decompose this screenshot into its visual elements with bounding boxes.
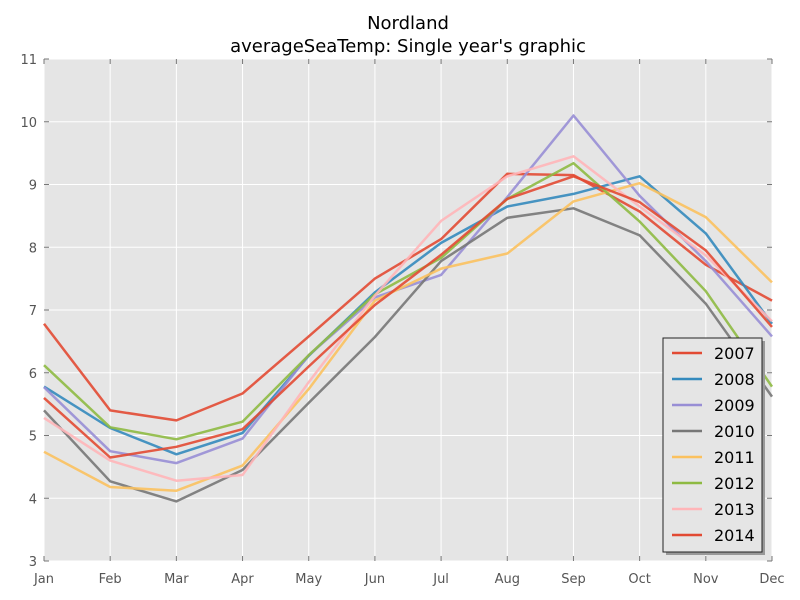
y-tick-label: 5 — [29, 430, 37, 445]
x-tick-label: Feb — [99, 572, 122, 587]
chart-subtitle: averageSeaTemp: Single year's graphic — [230, 36, 586, 57]
series-line-2010 — [43, 207, 774, 503]
legend-label-2014: 2014 — [714, 526, 755, 545]
series-line-2008 — [43, 175, 774, 456]
y-tick-label: 6 — [29, 367, 37, 382]
x-tick-label: Sep — [561, 572, 586, 587]
series-line-2012 — [43, 161, 774, 441]
x-tick-label: Aug — [495, 572, 520, 587]
x-tick-label: Oct — [628, 572, 650, 587]
x-tick-label: Mar — [164, 572, 189, 587]
y-tick-label: 9 — [29, 179, 37, 194]
legend-box — [662, 337, 763, 553]
legend-label-2009: 2009 — [714, 396, 755, 415]
x-tick-label: Jun — [364, 572, 385, 587]
legend-label-2010: 2010 — [714, 422, 755, 441]
x-tick-label: Apr — [231, 572, 254, 587]
y-tick-label: 7 — [29, 304, 37, 319]
legend-label-2011: 2011 — [714, 448, 755, 467]
x-tick-label: May — [295, 572, 322, 587]
series-line-2011 — [43, 181, 773, 492]
y-tick-label: 3 — [29, 555, 37, 570]
legend-label-2008: 2008 — [714, 370, 755, 389]
x-tick-label: Nov — [693, 572, 719, 587]
chart-title: Nordland — [367, 13, 449, 34]
axes: 3 4 5 6 7 8 9 10 11 Jan Feb Mar Apr May Jun Jul Aug Sep Oc… — [20, 53, 784, 587]
legend: 2007 2008 2009 2010 2011 2012 2013 2014 — [662, 337, 765, 555]
y-tick-label: 11 — [20, 53, 37, 68]
x-tick-label: Jan — [33, 572, 54, 587]
x-tick-label: Jul — [432, 572, 449, 587]
series-lines — [43, 114, 774, 503]
series-line-2013 — [43, 155, 773, 482]
legend-label-2013: 2013 — [714, 500, 755, 519]
legend-label-2012: 2012 — [714, 474, 755, 493]
series-line-2009 — [43, 114, 773, 465]
y-tick-label: 10 — [20, 116, 37, 131]
legend-label-2007: 2007 — [714, 344, 755, 363]
x-tick-label: Dec — [759, 572, 784, 587]
y-tick-label: 8 — [29, 241, 37, 256]
series-line-2014 — [43, 175, 773, 459]
y-tick-label: 4 — [29, 492, 37, 507]
